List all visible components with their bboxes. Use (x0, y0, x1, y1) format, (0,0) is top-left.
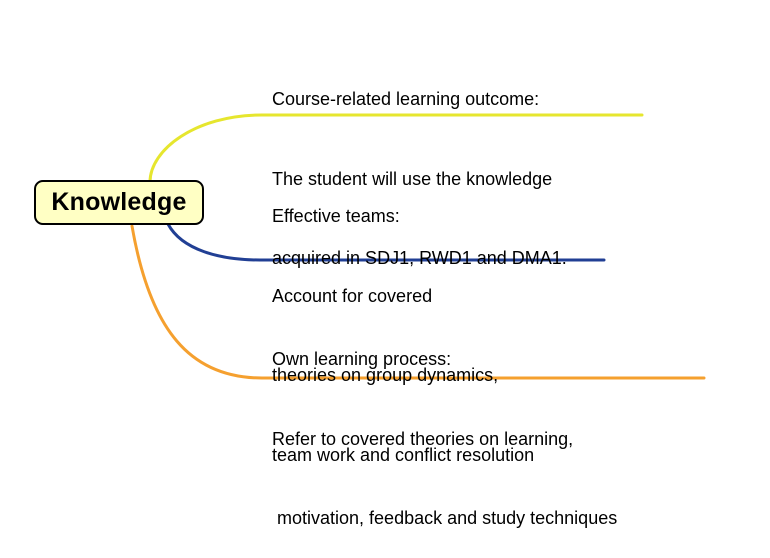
connector-own-learning (130, 224, 706, 380)
branch-course-outcome[interactable]: Course-related learning outcome: The stu… (272, 33, 567, 298)
central-topic-knowledge[interactable]: Knowledge (34, 180, 204, 225)
mind-map-connectors (130, 113, 706, 380)
branch-text-line: Refer to covered theories on learning, (272, 428, 574, 449)
branch-text-line: The student will use the knowledge (272, 168, 553, 189)
connector-effective-teams (166, 222, 606, 262)
branch-text-line: acquired in SDJ1, RWD1 and DMA1. (272, 248, 567, 268)
branch-text-line: theories on group dynamics, (272, 365, 499, 385)
connector-course-outcome (148, 113, 644, 184)
branch-text-line: Course-related learning outcome: (272, 89, 540, 109)
branch-text-line: Own learning process: (272, 349, 452, 369)
branch-text-line: Account for covered (272, 285, 433, 306)
branch-own-learning[interactable]: Own learning process: Refer to covered t… (272, 293, 617, 558)
branch-text-line: motivation, feedback and study technique… (272, 508, 618, 528)
branch-text-line: Effective teams: (272, 206, 400, 226)
